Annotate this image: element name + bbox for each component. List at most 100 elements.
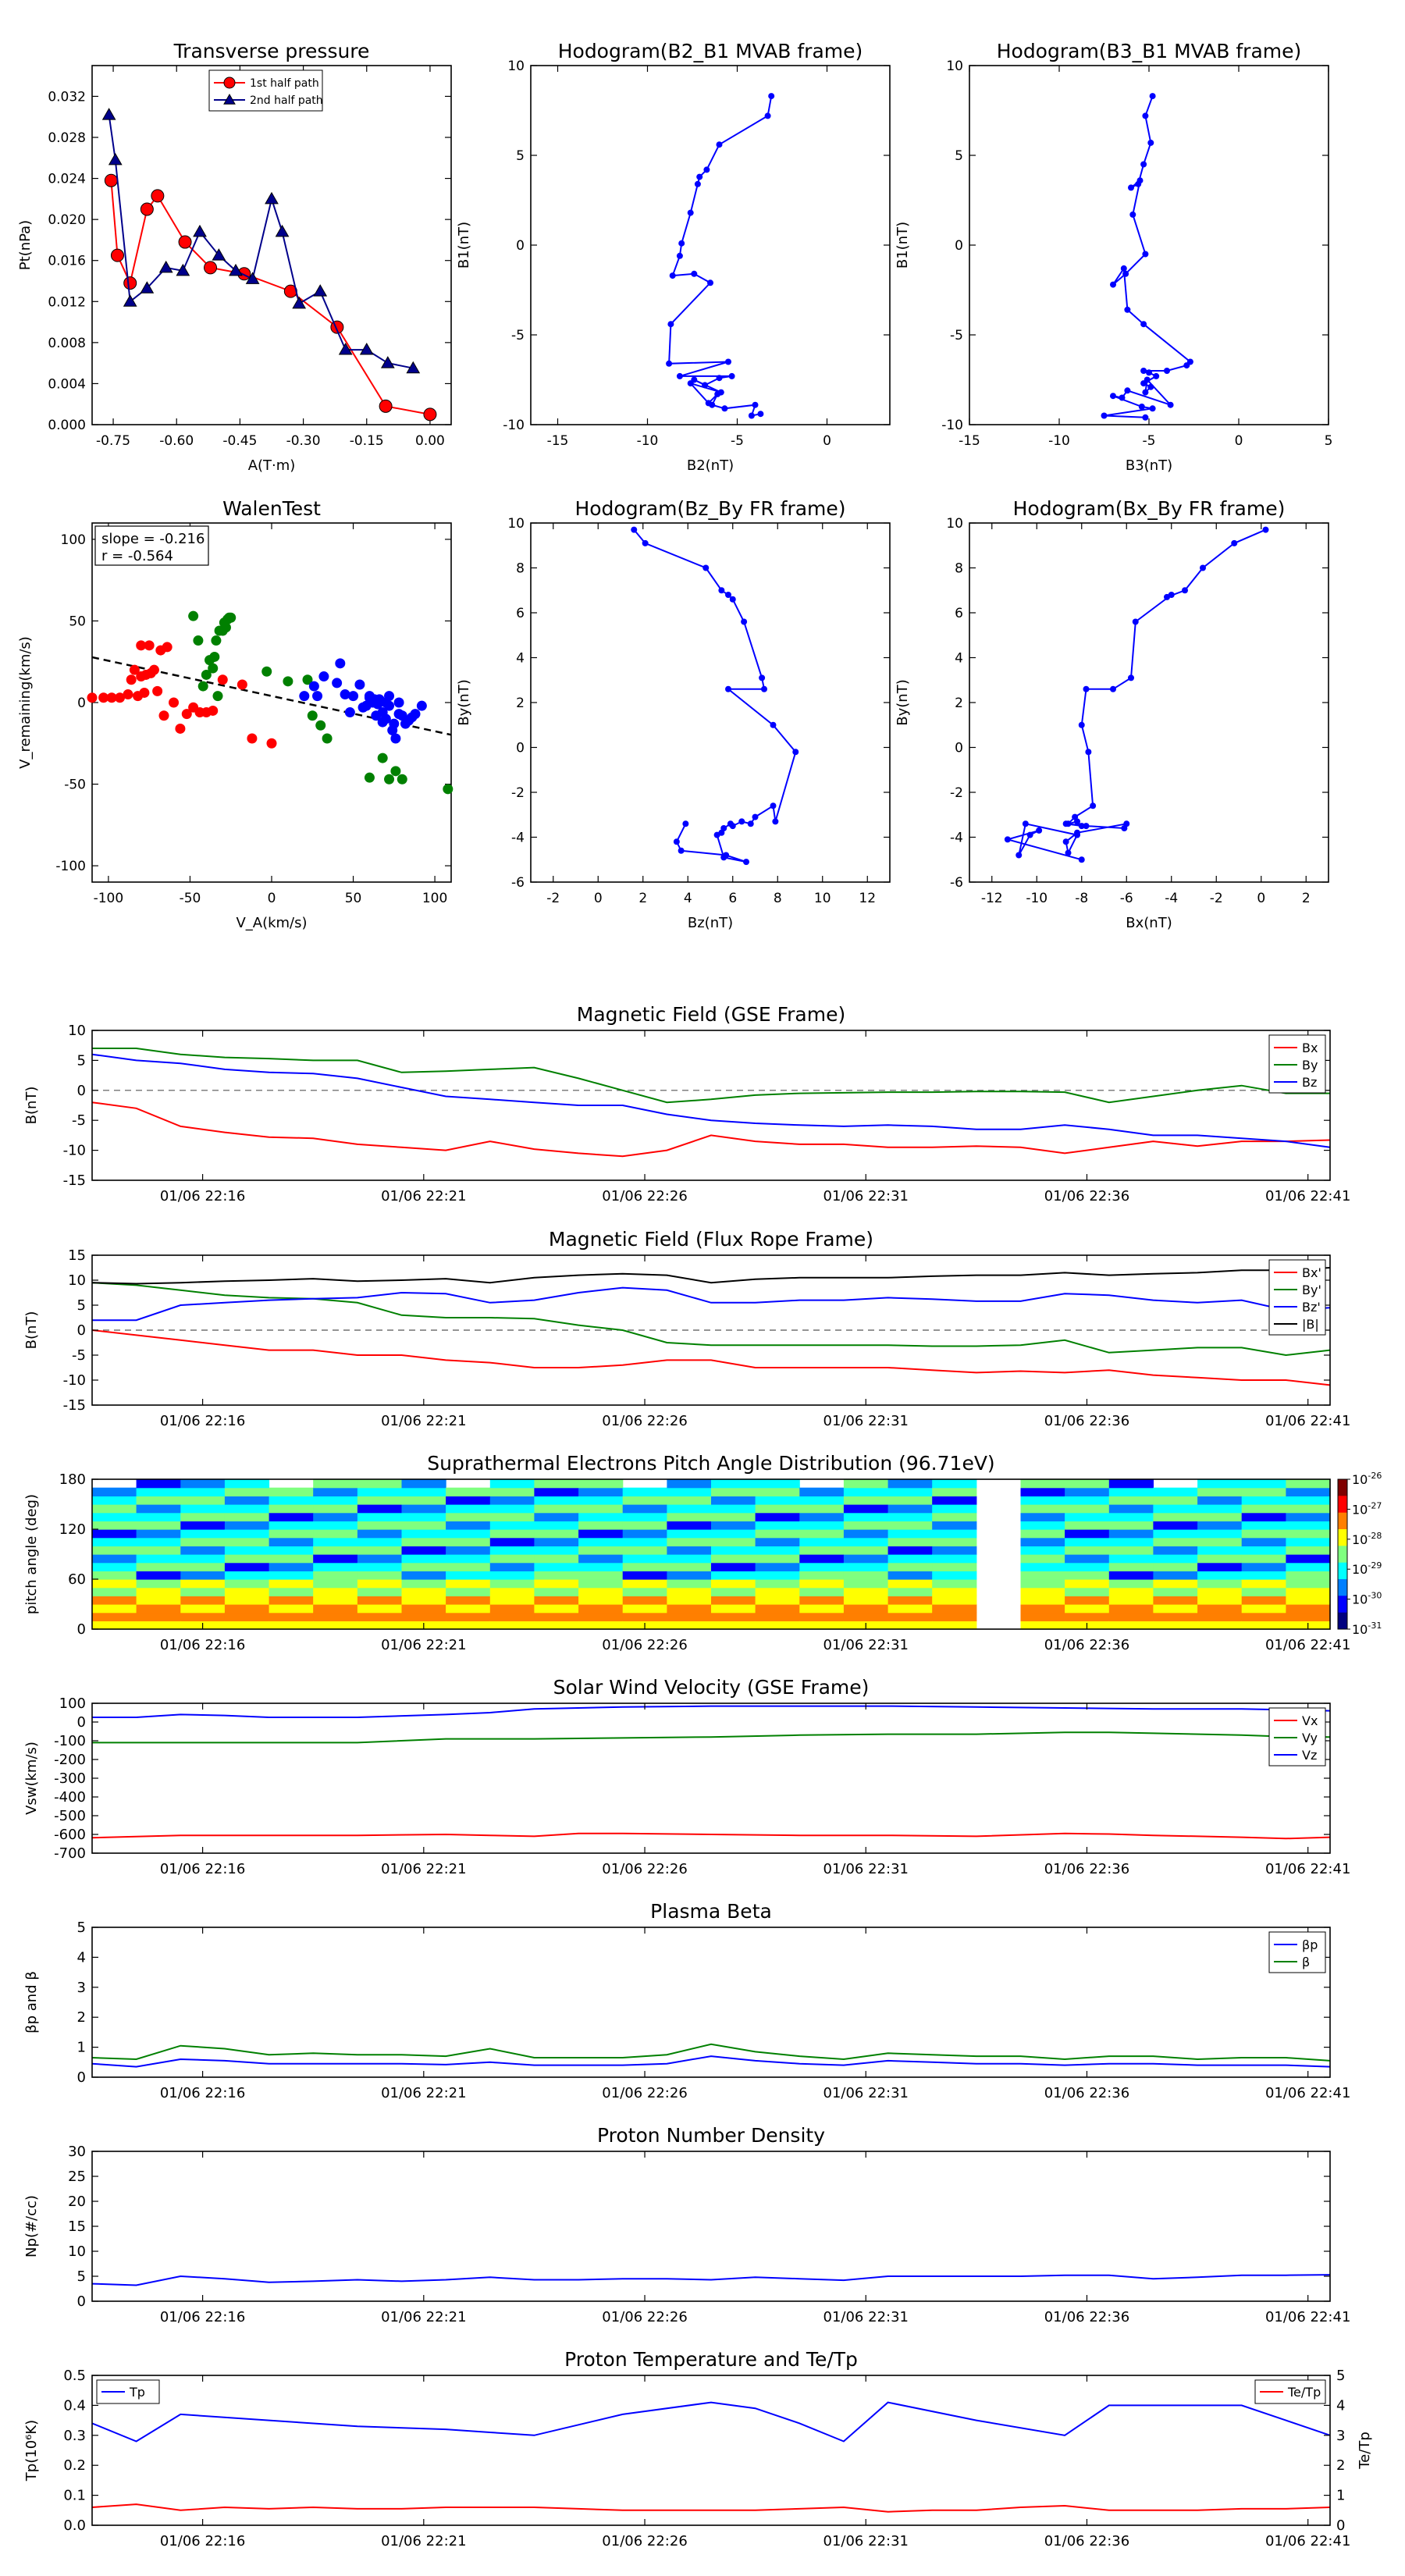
heatmap-cell — [224, 1579, 270, 1589]
heatmap-cell — [1020, 1529, 1065, 1539]
heatmap-cell — [534, 1562, 579, 1571]
data-point — [144, 640, 155, 651]
heatmap-cell — [622, 1512, 667, 1521]
y-tick-label: 0 — [955, 741, 963, 756]
data-point — [201, 669, 212, 680]
heatmap-cell — [92, 1529, 137, 1539]
heatmap-cell — [1241, 1512, 1286, 1521]
panel-solar-wind-velocity: Solar Wind Velocity (GSE Frame) -700 -600 -… — [23, 1676, 1350, 1877]
colorbar-segment — [1338, 1529, 1347, 1546]
data-point — [308, 681, 319, 692]
colorbar-label: 10-31 — [1352, 1621, 1382, 1637]
heatmap-cell — [799, 1537, 845, 1546]
heatmap-cell — [489, 1554, 535, 1564]
heatmap-cell — [1020, 1521, 1065, 1530]
legend: Bx By Bz — [1268, 1034, 1326, 1094]
legend: Bx' By' Bz' |B| — [1268, 1259, 1326, 1336]
heatmap-cell — [887, 1496, 933, 1505]
data-point — [768, 93, 775, 100]
y-tick-label: -100 — [55, 859, 86, 874]
heatmap-cell — [711, 1521, 756, 1530]
heatmap-cell — [932, 1604, 977, 1614]
x-tick-label: 10 — [814, 891, 831, 906]
legend-label: βp — [1302, 1937, 1318, 1952]
heatmap-cell — [622, 1521, 667, 1530]
data-point — [123, 294, 137, 307]
plot-frame — [530, 65, 891, 425]
heatmap-cell — [401, 1612, 446, 1621]
heatmap-cell — [180, 1529, 226, 1539]
heatmap-cell — [1108, 1604, 1154, 1614]
data-point — [140, 281, 155, 294]
y-tick-label: -4 — [511, 831, 525, 846]
heatmap-cell — [269, 1571, 314, 1580]
heatmap-cell — [1108, 1562, 1154, 1571]
heatmap-cell — [224, 1496, 270, 1505]
y-tick-label: 0.3 — [63, 2428, 86, 2444]
heatmap-cell — [1197, 1604, 1243, 1614]
y-tick-label: 10 — [68, 1023, 86, 1039]
x-tick-label: 01/06 22:31 — [823, 1637, 909, 1653]
x-tick-label: 01/06 22:21 — [381, 1637, 466, 1653]
heatmap-cell — [224, 1512, 270, 1521]
heatmap-cell — [446, 1537, 491, 1546]
heatmap-cell — [269, 1504, 314, 1514]
data-point — [393, 697, 404, 708]
heatmap-cell — [357, 1604, 403, 1614]
heatmap-cell — [446, 1562, 491, 1571]
heatmap-cell — [799, 1571, 845, 1580]
heatmap-cell — [1197, 1537, 1243, 1546]
x-tick-label: 01/06 22:21 — [381, 2309, 466, 2325]
heatmap-cell — [578, 1554, 624, 1564]
data-point — [727, 820, 734, 827]
y-axis-label: V_remaining(km/s) — [17, 636, 34, 769]
heatmap-cell — [1197, 1496, 1243, 1505]
y-axis-label: By(nT) — [895, 679, 911, 725]
series-line — [91, 1267, 1331, 1285]
legend-label: Bz' — [1302, 1300, 1321, 1315]
x-tick-label: 01/06 22:26 — [602, 1637, 687, 1653]
data-point — [208, 663, 219, 674]
data-point — [220, 622, 231, 633]
heatmap-cell — [224, 1479, 270, 1489]
heatmap-cell — [1286, 1612, 1331, 1621]
series-line — [91, 1053, 1331, 1148]
y-tick-label: 0 — [77, 1322, 86, 1339]
data-point — [212, 248, 226, 261]
x-tick-label: 01/06 22:41 — [1265, 1413, 1350, 1429]
y-tick-label: -2 — [511, 785, 525, 801]
data-point — [631, 526, 638, 533]
data-point — [1128, 184, 1134, 191]
y-tick-label: 1 — [77, 2040, 86, 2056]
legend-box — [1268, 1931, 1326, 1973]
data-point — [416, 700, 427, 711]
heatmap-cell — [224, 1546, 270, 1555]
heatmap-cell — [1241, 1529, 1286, 1539]
y-tick-label: -15 — [63, 1397, 86, 1414]
y-tick-label: -15 — [63, 1172, 86, 1189]
heatmap-cell — [843, 1529, 889, 1539]
x-tick-label: 01/06 22:31 — [823, 2085, 909, 2101]
heatmap-cell — [932, 1596, 977, 1605]
heatmap-cell — [401, 1496, 446, 1505]
heatmap-cell — [401, 1604, 446, 1614]
y-tick-label: 5 — [77, 2268, 86, 2285]
heatmap-cell — [711, 1579, 756, 1589]
data-point — [87, 692, 98, 703]
heatmap-cell — [755, 1496, 800, 1505]
data-point — [176, 263, 190, 276]
heatmap-cell — [843, 1512, 889, 1521]
heatmap-cell — [1020, 1537, 1065, 1546]
data-point — [1149, 93, 1156, 100]
heatmap-cell — [1020, 1512, 1065, 1521]
data-point — [729, 596, 736, 603]
chart-title: Magnetic Field (GSE Frame) — [577, 1003, 845, 1026]
heatmap-cell — [534, 1571, 579, 1580]
heatmap-cell — [1153, 1596, 1198, 1605]
heatmap-cell — [887, 1596, 933, 1605]
data-point — [747, 820, 754, 827]
heatmap-cell — [136, 1562, 181, 1571]
heatmap-cell — [180, 1546, 226, 1555]
data-point — [1132, 618, 1139, 625]
x-tick-label: 01/06 22:36 — [1044, 1637, 1129, 1653]
